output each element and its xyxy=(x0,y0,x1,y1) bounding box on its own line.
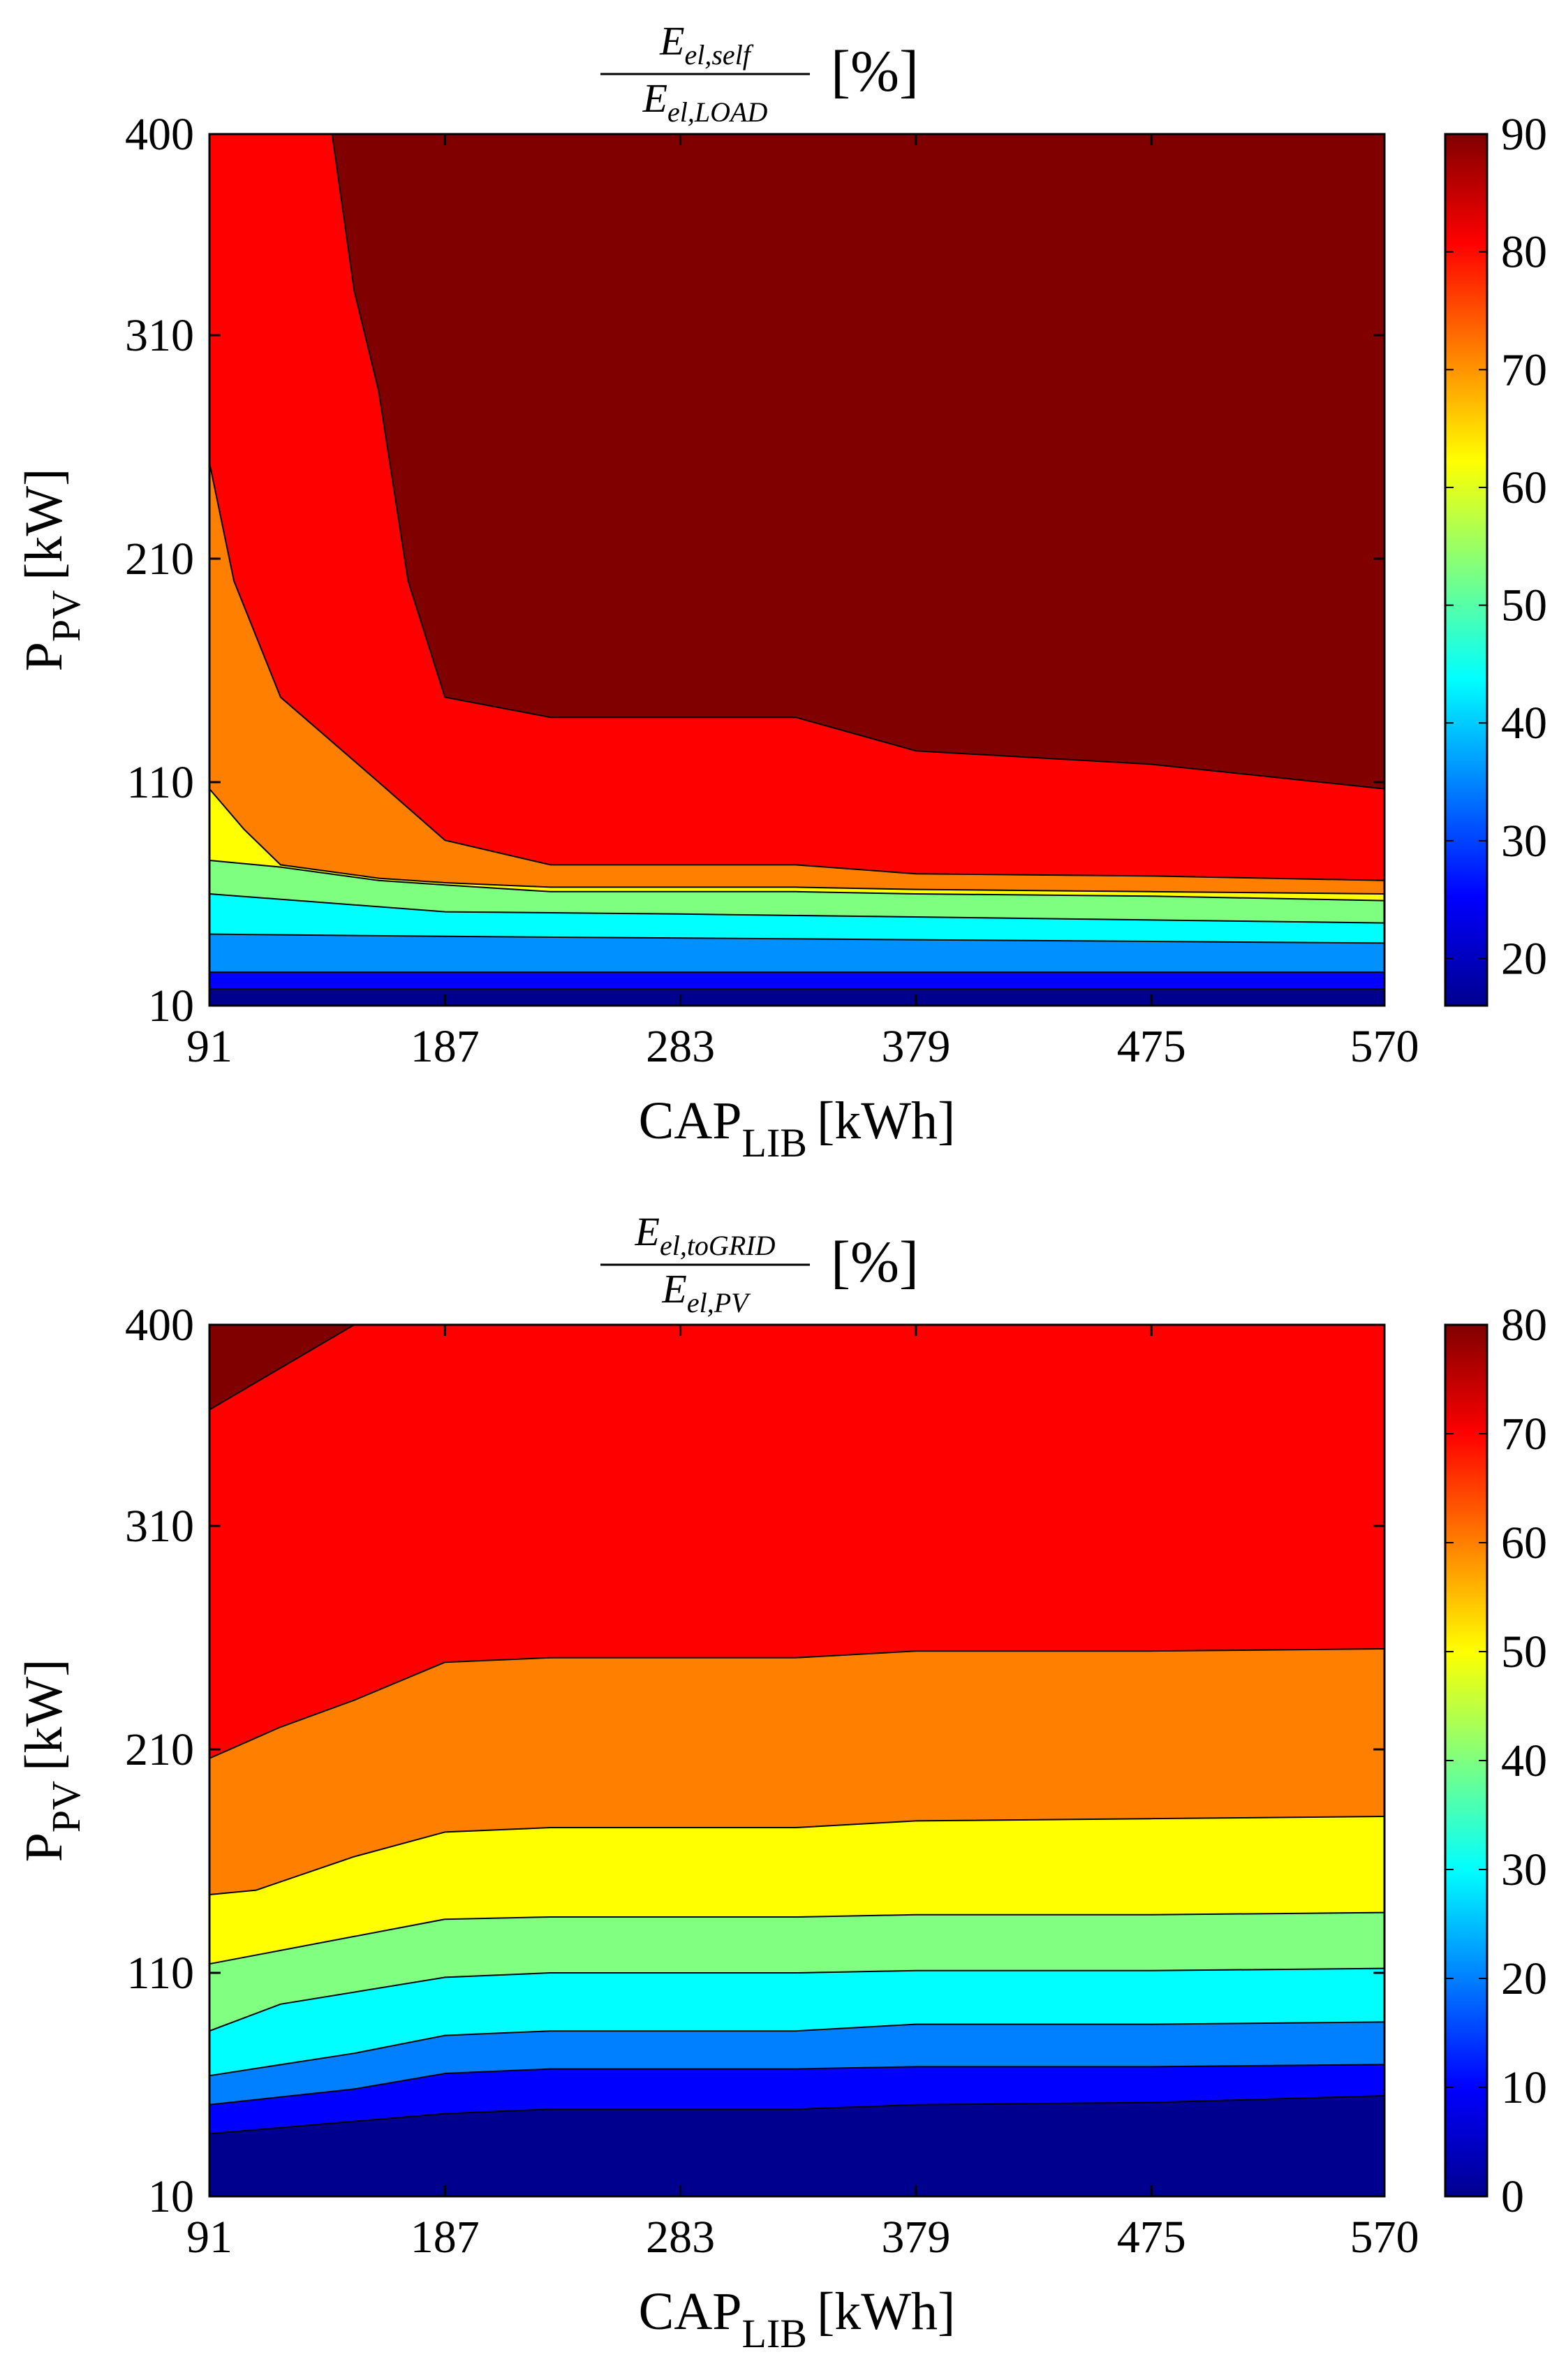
contour-bands xyxy=(209,1325,1384,2196)
title-numerator: Eel,self xyxy=(659,18,754,71)
colorbar-tick-label: 20 xyxy=(1501,1953,1547,2004)
colorbar-tick-label: 30 xyxy=(1501,816,1547,867)
title-denominator: Eel,PV xyxy=(661,1266,751,1318)
contour-band->90 xyxy=(209,134,1384,789)
colorbar-tick-label: 40 xyxy=(1501,698,1547,749)
x-axis-label: CAPLIB [kWh] xyxy=(639,2282,956,2356)
colorbar-gradient xyxy=(1445,134,1487,1006)
y-tick-label: 310 xyxy=(125,1501,194,1552)
contour-band-10-20 xyxy=(209,2064,1384,2134)
x-axis: 91 187 283 379 475 570 xyxy=(186,134,1419,1072)
colorbar-tick-label: 80 xyxy=(1501,227,1547,278)
colorbar-tick-label: 20 xyxy=(1501,934,1547,985)
contour-lines xyxy=(209,133,1385,990)
chart-svg-0: 91 187 283 379 475 570 10 110 210 310 400 CAPLIB [kW… xyxy=(15,18,1547,1166)
x-tick-label: 283 xyxy=(646,1021,715,1072)
contour-line-40-50 xyxy=(209,1911,1385,1965)
y-tick-label: 10 xyxy=(148,980,194,1031)
colorbar-frame xyxy=(1444,133,1489,1007)
y-axis-label: PPV[kW] xyxy=(15,1659,89,1863)
contour-band-50-60 xyxy=(209,1816,1384,1964)
contour-line-0-10 xyxy=(209,2095,1385,2135)
contour-band-25-40 xyxy=(209,934,1384,972)
x-tick-label: 379 xyxy=(881,2212,950,2263)
x-tick-label: 379 xyxy=(881,1021,950,1072)
contour-band-80-90 xyxy=(209,134,1384,881)
x-tick-label: 283 xyxy=(646,2212,715,2263)
x-tick-label: 187 xyxy=(411,2212,480,2263)
contour-band->80 xyxy=(209,1325,1384,1410)
y-tick-label: 210 xyxy=(125,534,194,585)
contour-band-0-10 xyxy=(209,2096,1384,2196)
contour-line-30-40 xyxy=(209,1967,1385,2032)
contour-line-10-20 xyxy=(209,2064,1385,2106)
x-tick-label: 475 xyxy=(1117,2212,1186,2263)
contour-band-55-60 xyxy=(209,860,1384,923)
contour-line-20-30 xyxy=(209,2021,1385,2077)
contour-bands xyxy=(209,134,1384,1006)
colorbar-tick-label: 80 xyxy=(1501,1300,1547,1351)
y-tick-label: 10 xyxy=(148,2171,194,2222)
contour-band-40-55 xyxy=(209,894,1384,943)
contour-band-40-50 xyxy=(209,1912,1384,2032)
y-tick-label: 210 xyxy=(125,1724,194,1775)
contour-band-20-25 xyxy=(209,972,1384,989)
contour-band-<20 xyxy=(209,989,1384,1006)
x-tick-label: 570 xyxy=(1350,2212,1419,2263)
contour-band-70-80 xyxy=(209,462,1384,894)
colorbar-tick-label: 0 xyxy=(1501,2171,1524,2222)
y-axis: 10 110 210 310 400 xyxy=(125,109,1384,1031)
colorbar-tick-label: 50 xyxy=(1501,1626,1547,1677)
title-numerator: Eel,toGRID xyxy=(635,1209,776,1261)
colorbar-tick-label: 30 xyxy=(1501,1844,1547,1895)
contour-line-70-80 xyxy=(209,462,1385,881)
contour-line-55-60 xyxy=(209,860,1385,902)
contour-line-50-60 xyxy=(209,1816,1385,1895)
title-denominator: Eel,LOAD xyxy=(642,75,768,128)
colorbar: 0 10 20 30 40 50 60 70 80 xyxy=(1444,1300,1547,2222)
colorbar-tick-label: 70 xyxy=(1501,1409,1547,1460)
colorbar-tick-label: 90 xyxy=(1501,109,1547,160)
title-unit: [%] xyxy=(831,1230,919,1295)
y-axis-label: PPV[kW] xyxy=(15,469,89,672)
plot-frame xyxy=(208,1323,1386,2198)
contour-line-25-40 xyxy=(209,933,1385,944)
x-tick-label: 91 xyxy=(186,1021,232,1072)
x-tick-label: 475 xyxy=(1117,1021,1186,1072)
contour-line-60-70 xyxy=(209,1648,1385,1759)
chart-self-consumption: 91 187 283 379 475 570 10 110 210 310 400 CAPLIB [kW… xyxy=(0,0,1566,1187)
title-unit: [%] xyxy=(831,39,919,104)
x-axis-label: CAPLIB [kWh] xyxy=(639,1092,956,1166)
colorbar-tick-label: 50 xyxy=(1501,580,1547,631)
x-axis: 91 187 283 379 475 570 xyxy=(186,1325,1419,2263)
colorbar-tick-label: 40 xyxy=(1501,1735,1547,1786)
y-axis: 10 110 210 310 400 xyxy=(125,1300,1384,2222)
x-tick-label: 187 xyxy=(411,1021,480,1072)
x-tick-label: 570 xyxy=(1350,1021,1419,1072)
colorbar: 20 30 40 50 60 70 80 90 xyxy=(1444,109,1547,1007)
contour-band-20-30 xyxy=(209,2022,1384,2105)
y-tick-label: 110 xyxy=(126,1948,194,1999)
contour-line-80-90 xyxy=(209,133,1385,790)
colorbar-tick-label: 60 xyxy=(1501,462,1547,513)
colorbar-tick-label: 60 xyxy=(1501,1518,1547,1569)
colorbar-tick-label: 70 xyxy=(1501,344,1547,395)
plot-frame xyxy=(208,133,1386,1007)
y-tick-label: 400 xyxy=(125,1300,194,1351)
y-tick-label: 310 xyxy=(125,310,194,361)
colorbar-tick-label: 10 xyxy=(1501,2062,1547,2113)
contour-band-70-80 xyxy=(209,1325,1384,1758)
contour-band-30-40 xyxy=(209,1968,1384,2076)
y-tick-label: 110 xyxy=(126,757,194,808)
y-tick-label: 400 xyxy=(125,109,194,160)
x-tick-label: 91 xyxy=(186,2212,232,2263)
contour-band-60-70 xyxy=(209,1649,1384,1895)
contour-line-40-55 xyxy=(209,893,1385,924)
contour-line-60-70 xyxy=(209,788,1385,895)
